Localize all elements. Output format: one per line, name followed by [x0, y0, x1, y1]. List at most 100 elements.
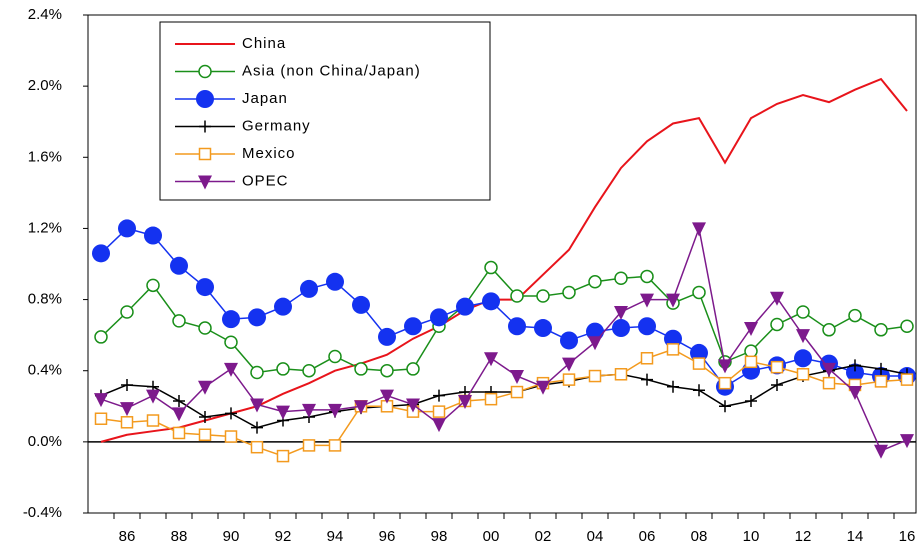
marker [94, 393, 108, 408]
marker [745, 394, 757, 407]
marker [640, 269, 654, 284]
marker [508, 317, 526, 336]
marker [640, 293, 654, 308]
marker [638, 317, 656, 336]
marker [536, 289, 550, 303]
legend-label: Japan [242, 90, 288, 107]
marker [432, 405, 446, 418]
marker [146, 389, 160, 404]
x-tick-label: 90 [223, 528, 240, 545]
marker [146, 278, 160, 293]
marker [199, 410, 211, 423]
x-tick-label: 92 [275, 528, 292, 545]
legend-label: Germany [242, 117, 311, 134]
x-tick-label: 88 [171, 528, 188, 545]
marker [458, 394, 472, 409]
marker [250, 440, 264, 454]
marker [196, 90, 214, 108]
y-tick-label: 2.0% [28, 77, 62, 94]
marker [328, 349, 342, 364]
marker [274, 297, 292, 316]
series-line [100, 227, 907, 388]
marker [796, 368, 810, 381]
legend-label: OPEC [242, 172, 289, 189]
marker [172, 426, 186, 440]
x-tick-label: 16 [899, 528, 916, 545]
marker [433, 389, 445, 402]
marker [198, 321, 212, 335]
x-tick-label: 02 [535, 528, 552, 545]
marker [719, 400, 731, 413]
marker [692, 222, 706, 237]
marker [118, 219, 136, 238]
marker [640, 352, 654, 365]
marker [300, 279, 318, 298]
series-line [100, 225, 908, 452]
marker [146, 414, 160, 427]
marker [380, 363, 394, 378]
marker [848, 308, 862, 323]
marker [482, 292, 500, 311]
marker [92, 244, 110, 263]
marker [667, 380, 679, 393]
x-tick-label: 00 [483, 528, 500, 545]
marker [770, 317, 784, 332]
marker [796, 329, 810, 344]
marker [198, 428, 212, 441]
marker [874, 323, 888, 337]
x-tick-label: 06 [639, 528, 656, 545]
marker [510, 289, 524, 303]
marker [562, 373, 576, 386]
marker [456, 297, 474, 316]
marker [718, 376, 732, 390]
y-tick-label: 2.4% [28, 6, 62, 23]
marker [120, 416, 134, 429]
marker [144, 226, 162, 245]
marker [614, 271, 628, 285]
marker [302, 439, 316, 452]
marker [744, 355, 758, 369]
marker [326, 272, 344, 291]
marker [846, 363, 864, 382]
y-tick-label: 0.8% [28, 291, 62, 308]
marker [354, 400, 368, 415]
legend-label: China [242, 35, 286, 52]
legend-label: Mexico [242, 145, 296, 162]
x-tick-label: 94 [327, 528, 344, 545]
series-line [100, 348, 908, 457]
x-tick-label: 10 [743, 528, 760, 545]
x-tick-label: 98 [431, 528, 448, 545]
marker [276, 449, 290, 463]
marker [198, 64, 212, 79]
marker [170, 256, 188, 275]
marker [770, 291, 784, 306]
marker [196, 278, 214, 297]
y-tick-label: 0.0% [28, 433, 62, 450]
marker [744, 344, 758, 358]
x-tick-label: 96 [379, 528, 396, 545]
marker [250, 398, 264, 413]
marker [354, 362, 368, 376]
marker [328, 403, 342, 418]
y-tick-label: 0.4% [28, 362, 62, 379]
x-tick-label: 86 [119, 528, 136, 545]
marker [224, 335, 238, 350]
marker [666, 343, 680, 356]
marker [744, 322, 758, 337]
marker [484, 260, 498, 275]
y-tick-label: -0.4% [23, 504, 62, 521]
y-tick-label: 1.6% [28, 148, 62, 165]
marker [900, 319, 914, 333]
marker [641, 373, 653, 386]
marker [510, 385, 524, 399]
marker [432, 418, 446, 433]
marker [430, 308, 448, 327]
marker [796, 305, 810, 319]
x-tick-label: 08 [691, 528, 708, 545]
marker [588, 275, 602, 289]
marker [534, 319, 552, 338]
marker [302, 363, 316, 378]
marker [612, 319, 630, 338]
